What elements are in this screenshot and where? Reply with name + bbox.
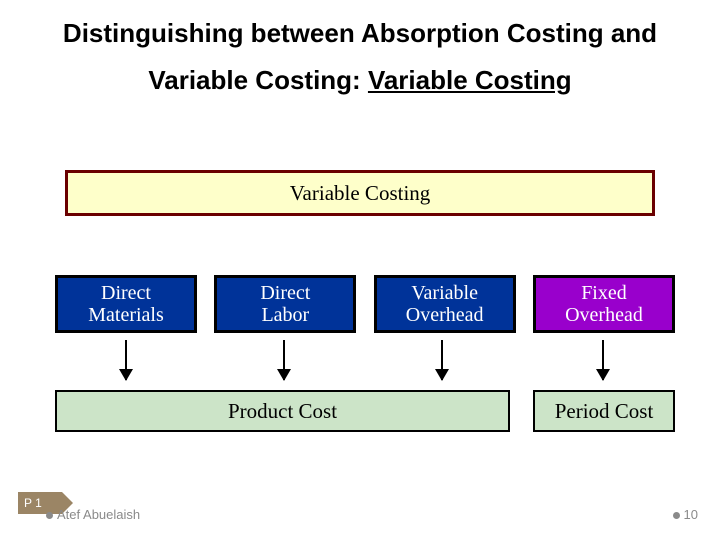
box-label: Direct Labor: [260, 282, 310, 326]
box-period-cost: Period Cost: [533, 390, 675, 432]
box-product-cost: Product Cost: [55, 390, 510, 432]
title-prefix: Variable Costing:: [148, 65, 368, 95]
footer-author: Atef Abuelaish: [46, 507, 140, 522]
box-label: Variable Overhead: [406, 282, 484, 326]
arrow-4: [602, 340, 604, 380]
box-variable-overhead: Variable Overhead: [374, 275, 516, 333]
box-fixed-overhead: Fixed Overhead: [533, 275, 675, 333]
box-label: Direct Materials: [88, 282, 164, 326]
product-cost-label: Product Cost: [228, 399, 337, 424]
arrow-3: [441, 340, 443, 380]
footer-page-number: 10: [673, 507, 698, 522]
header-box-label: Variable Costing: [290, 181, 431, 206]
title-link: Variable Costing: [368, 65, 572, 95]
box-label: Fixed Overhead: [565, 282, 643, 326]
title-line1: Distinguishing between Absorption Costin…: [0, 0, 720, 49]
tag-label: P 1: [24, 496, 42, 510]
slide: Distinguishing between Absorption Costin…: [0, 0, 720, 540]
box-direct-labor: Direct Labor: [214, 275, 356, 333]
arrow-2: [283, 340, 285, 380]
bottom-row: Product Cost Period Cost: [55, 390, 675, 432]
period-cost-label: Period Cost: [555, 399, 654, 424]
top-row: Direct Materials Direct Labor Variable O…: [55, 275, 675, 333]
arrow-1: [125, 340, 127, 380]
box-direct-materials: Direct Materials: [55, 275, 197, 333]
header-box: Variable Costing: [65, 170, 655, 216]
title-line2: Variable Costing: Variable Costing: [0, 65, 720, 96]
